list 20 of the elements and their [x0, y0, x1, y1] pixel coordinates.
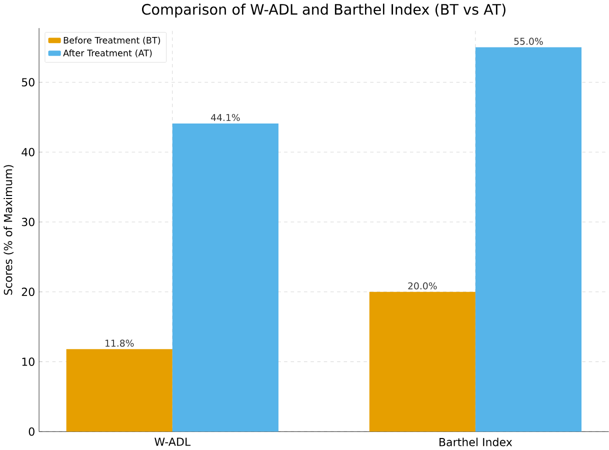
y-tick-label: 10 — [22, 358, 34, 366]
y-tick-label: 50 — [22, 78, 34, 86]
bar — [172, 123, 278, 432]
bar — [369, 292, 476, 432]
y-tick-label: 20 — [22, 288, 34, 296]
data-label: 55.0% — [514, 38, 543, 45]
y-axis-title: Scores (% of Maximum) — [4, 165, 14, 295]
y-tick-label: 0 — [28, 427, 34, 436]
legend-label: Before Treatment (BT) — [64, 36, 160, 45]
bar — [475, 47, 582, 432]
legend-label: After Treatment (AT) — [63, 50, 152, 58]
y-tick-label: 40 — [22, 148, 34, 156]
x-tick-label: Barthel Index — [440, 438, 512, 446]
data-label: 11.8% — [105, 340, 134, 347]
data-label: 44.1% — [210, 114, 240, 122]
y-tick-label: 30 — [22, 218, 34, 226]
x-tick-label: W-ADL — [154, 438, 191, 446]
data-label: 20.0% — [408, 282, 437, 290]
bar — [66, 349, 172, 432]
chart-title: Comparison of W-ADL and Barthel Index (BT vs AT) — [142, 4, 506, 18]
